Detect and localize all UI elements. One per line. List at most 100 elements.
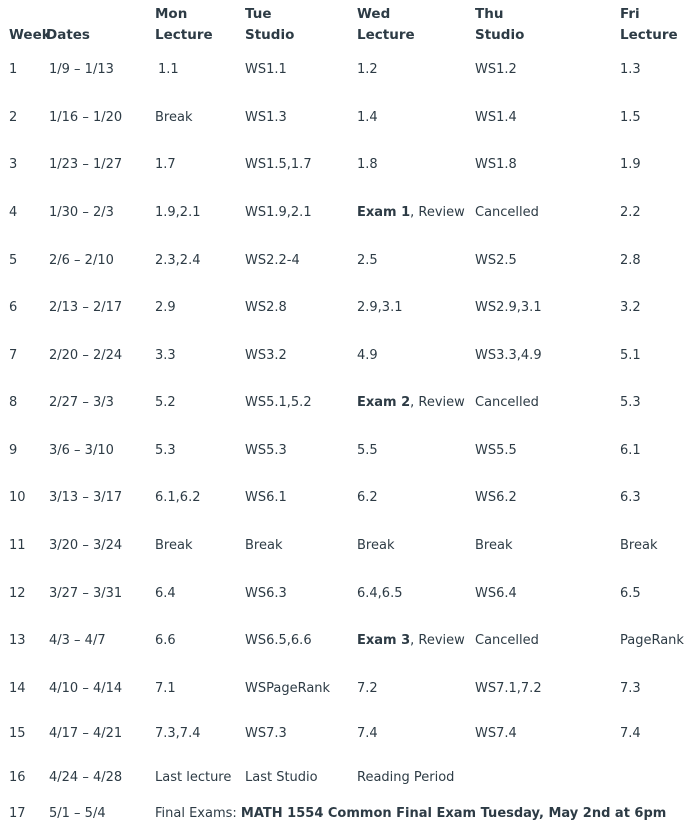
header-tue: Tue Studio bbox=[245, 6, 295, 43]
header-week: Week bbox=[9, 27, 51, 43]
cell-tue: Last Studio bbox=[245, 770, 318, 785]
cell-wed: 5.5 bbox=[357, 439, 378, 463]
cell-fri: 7.3 bbox=[620, 681, 641, 696]
cell-thu: Cancelled bbox=[475, 633, 539, 648]
cell-dates: 1/23 – 1/27 bbox=[49, 157, 123, 172]
final-exams-note: Final Exams: MATH 1554 Common Final Exam… bbox=[155, 802, 666, 826]
cell-dates: 1/9 – 1/13 bbox=[49, 62, 114, 77]
cell-dates: 4/17 – 4/21 bbox=[49, 726, 123, 741]
cell-week: 2 bbox=[9, 110, 18, 125]
cell-week: 8 bbox=[9, 395, 18, 410]
final-exams-label: Final Exams: bbox=[155, 806, 241, 821]
cell-tue: WS6.5,6.6 bbox=[245, 633, 312, 648]
cell-dates: 4/24 – 4/28 bbox=[49, 770, 123, 785]
cell-thu: WS7.4 bbox=[475, 726, 517, 741]
cell-wed-text: 1.4 bbox=[357, 110, 378, 125]
cell-dates: 1/30 – 2/3 bbox=[49, 205, 114, 220]
cell-mon: 6.1,6.2 bbox=[155, 490, 201, 505]
cell-fri: 1.3 bbox=[620, 62, 641, 77]
cell-week: 15 bbox=[9, 726, 26, 741]
cell-wed-text: 5.5 bbox=[357, 443, 378, 458]
table-row: 1 1/9 – 1/13 1.1 WS1.1 1.2 WS1.2 1.3 bbox=[0, 58, 687, 82]
cell-mon: 7.3,7.4 bbox=[155, 726, 201, 741]
exam-label: Exam 1 bbox=[357, 205, 411, 220]
cell-week: 3 bbox=[9, 157, 18, 172]
table-row: 12 3/27 – 3/31 6.4 WS6.3 6.4,6.5 WS6.4 6.5 bbox=[0, 582, 687, 606]
table-row: 6 2/13 – 2/17 2.9 WS2.8 2.9,3.1 WS2.9,3.1 3.2 bbox=[0, 296, 687, 320]
cell-dates: 2/27 – 3/3 bbox=[49, 395, 114, 410]
cell-mon: 5.3 bbox=[155, 443, 176, 458]
table-row: 8 2/27 – 3/3 5.2 WS5.1,5.2 Exam 2, Review Can… bbox=[0, 391, 687, 415]
cell-wed-text: , Review bbox=[410, 205, 465, 220]
cell-dates: 3/27 – 3/31 bbox=[49, 586, 123, 601]
cell-wed: 6.4,6.5 bbox=[357, 582, 402, 606]
cell-week: 13 bbox=[9, 633, 26, 648]
cell-week: 10 bbox=[9, 490, 26, 505]
cell-tue: WS1.3 bbox=[245, 110, 287, 125]
cell-wed-text: , Review bbox=[410, 633, 465, 648]
cell-wed: Exam 1, Review bbox=[357, 201, 465, 225]
cell-dates: 3/6 – 3/10 bbox=[49, 443, 114, 458]
cell-wed-text: 1.8 bbox=[357, 157, 378, 172]
cell-fri: Break bbox=[620, 538, 658, 553]
cell-week: 7 bbox=[9, 348, 18, 363]
cell-wed: Break bbox=[357, 534, 394, 558]
cell-thu: WS7.1,7.2 bbox=[475, 681, 542, 696]
cell-wed: 4.9 bbox=[357, 344, 378, 368]
cell-thu: WS3.3,4.9 bbox=[475, 348, 542, 363]
table-row: 5 2/6 – 2/10 2.3,2.4 WS2.2-4 2.5 WS2.5 2.8 bbox=[0, 249, 687, 273]
cell-fri: 6.5 bbox=[620, 586, 641, 601]
cell-wed: 1.2 bbox=[357, 58, 378, 82]
cell-thu: WS1.2 bbox=[475, 62, 517, 77]
cell-week: 1 bbox=[9, 62, 18, 77]
cell-fri: 6.1 bbox=[620, 443, 641, 458]
cell-week: 17 bbox=[9, 806, 26, 821]
cell-wed-text: 4.9 bbox=[357, 348, 378, 363]
cell-tue: WS2.2-4 bbox=[245, 253, 300, 268]
cell-week: 11 bbox=[9, 538, 26, 553]
cell-mon: 7.1 bbox=[155, 681, 176, 696]
table-row-final: 17 5/1 – 5/4 Final Exams: MATH 1554 Comm… bbox=[0, 802, 687, 826]
cell-mon: 3.3 bbox=[155, 348, 176, 363]
cell-tue: WS1.1 bbox=[245, 62, 287, 77]
cell-mon: 5.2 bbox=[155, 395, 176, 410]
cell-mon: Break bbox=[155, 110, 193, 125]
cell-tue: WS1.9,2.1 bbox=[245, 205, 312, 220]
cell-thu: Cancelled bbox=[475, 395, 539, 410]
table-row: 10 3/13 – 3/17 6.1,6.2 WS6.1 6.2 WS6.2 6.3 bbox=[0, 486, 687, 510]
cell-thu: Cancelled bbox=[475, 205, 539, 220]
table-row: 14 4/10 – 4/14 7.1 WSPageRank 7.2 WS7.1,7.2 7.… bbox=[0, 677, 687, 701]
cell-wed: 7.4 bbox=[357, 722, 378, 746]
exam-label: Exam 2 bbox=[357, 395, 411, 410]
cell-dates: 1/16 – 1/20 bbox=[49, 110, 123, 125]
table-row: 3 1/23 – 1/27 1.7 WS1.5,1.7 1.8 WS1.8 1.9 bbox=[0, 153, 687, 177]
cell-fri: PageRank bbox=[620, 633, 684, 648]
cell-thu: WS6.4 bbox=[475, 586, 517, 601]
cell-thu: Break bbox=[475, 538, 513, 553]
cell-mon: 2.9 bbox=[155, 300, 176, 315]
cell-dates: 4/3 – 4/7 bbox=[49, 633, 106, 648]
header-fri: Fri Lecture bbox=[620, 6, 678, 43]
cell-mon: 1.9,2.1 bbox=[155, 205, 201, 220]
header-dates: Dates bbox=[46, 27, 90, 43]
cell-dates: 2/20 – 2/24 bbox=[49, 348, 123, 363]
table-row: 13 4/3 – 4/7 6.6 WS6.5,6.6 Exam 3, Review Can… bbox=[0, 629, 687, 653]
cell-tue: WS1.5,1.7 bbox=[245, 157, 312, 172]
cell-week: 5 bbox=[9, 253, 18, 268]
cell-wed: Exam 3, Review bbox=[357, 629, 465, 653]
cell-tue: WS6.3 bbox=[245, 586, 287, 601]
cell-mon: Break bbox=[155, 538, 193, 553]
table-row: 16 4/24 – 4/28 Last lecture Last Studio Read… bbox=[0, 766, 687, 790]
cell-wed-text: 1.2 bbox=[357, 62, 378, 77]
cell-fri: 1.9 bbox=[620, 157, 641, 172]
cell-thu: WS2.9,3.1 bbox=[475, 300, 542, 315]
cell-wed: 6.2 bbox=[357, 486, 378, 510]
cell-mon: 1.1 bbox=[158, 62, 179, 77]
cell-fri: 6.3 bbox=[620, 490, 641, 505]
cell-thu: WS5.5 bbox=[475, 443, 517, 458]
cell-wed-text: 7.4 bbox=[357, 726, 378, 741]
cell-mon: Last lecture bbox=[155, 770, 232, 785]
cell-wed-text: 7.2 bbox=[357, 681, 378, 696]
cell-wed: 1.8 bbox=[357, 153, 378, 177]
